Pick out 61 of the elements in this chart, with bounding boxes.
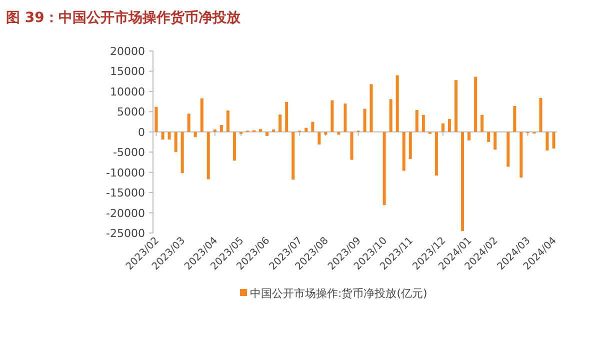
bar: [552, 132, 556, 148]
bar: [285, 102, 288, 132]
bar: [546, 132, 549, 150]
bar: [318, 132, 321, 144]
bar: [278, 114, 282, 132]
chart-title: 图 39：中国公开市场操作货币净投放: [6, 9, 242, 26]
bar: [480, 114, 484, 132]
bar: [232, 132, 236, 161]
bar: [487, 132, 490, 142]
bar: [539, 98, 542, 132]
bar: [382, 132, 386, 206]
bar: [220, 125, 223, 132]
bar: [363, 108, 366, 132]
bar: [396, 75, 399, 132]
bar: [272, 129, 276, 132]
bar: [200, 98, 204, 132]
legend-label: 中国公开市场操作:货币净投放(亿元): [250, 287, 428, 300]
bar: [441, 123, 444, 132]
bar: [168, 132, 171, 140]
bar: [180, 132, 184, 174]
bar: [311, 122, 314, 132]
bar: [154, 106, 158, 132]
y-tick-label: -25000: [106, 227, 145, 240]
bar: [344, 104, 347, 132]
bar: [402, 132, 406, 171]
bar: [259, 129, 262, 132]
bar: [506, 132, 510, 167]
bar: [415, 110, 418, 132]
bar: [292, 132, 295, 180]
bar: [161, 132, 164, 140]
bar: [513, 106, 516, 132]
y-tick-label: 0: [138, 126, 145, 139]
bar: [454, 80, 458, 132]
y-tick-label: 15000: [110, 65, 145, 78]
bar: [520, 132, 523, 178]
bar: [370, 84, 373, 132]
y-tick-label: -20000: [106, 206, 145, 220]
bar: [408, 132, 412, 159]
bar: [206, 132, 210, 180]
bar: [494, 132, 497, 150]
bar: [474, 76, 478, 132]
y-tick-label: 5000: [117, 106, 145, 119]
y-tick-label: 10000: [110, 85, 145, 98]
bar: [389, 99, 392, 132]
y-tick-label: -5000: [113, 146, 145, 160]
bar: [304, 128, 308, 132]
bar: [350, 132, 354, 160]
y-tick-label: -15000: [106, 186, 145, 200]
bar: [174, 132, 178, 152]
bar: [422, 114, 425, 132]
y-tick-label: -10000: [106, 166, 145, 180]
bar: [226, 110, 230, 132]
bar: [448, 118, 451, 132]
bar: [330, 100, 334, 132]
bar: [461, 132, 464, 231]
bar: [468, 132, 471, 140]
bar: [187, 114, 190, 132]
bar: [213, 129, 216, 132]
bar: [434, 132, 438, 176]
y-tick-label: 20000: [110, 45, 145, 58]
bar: [194, 132, 197, 138]
